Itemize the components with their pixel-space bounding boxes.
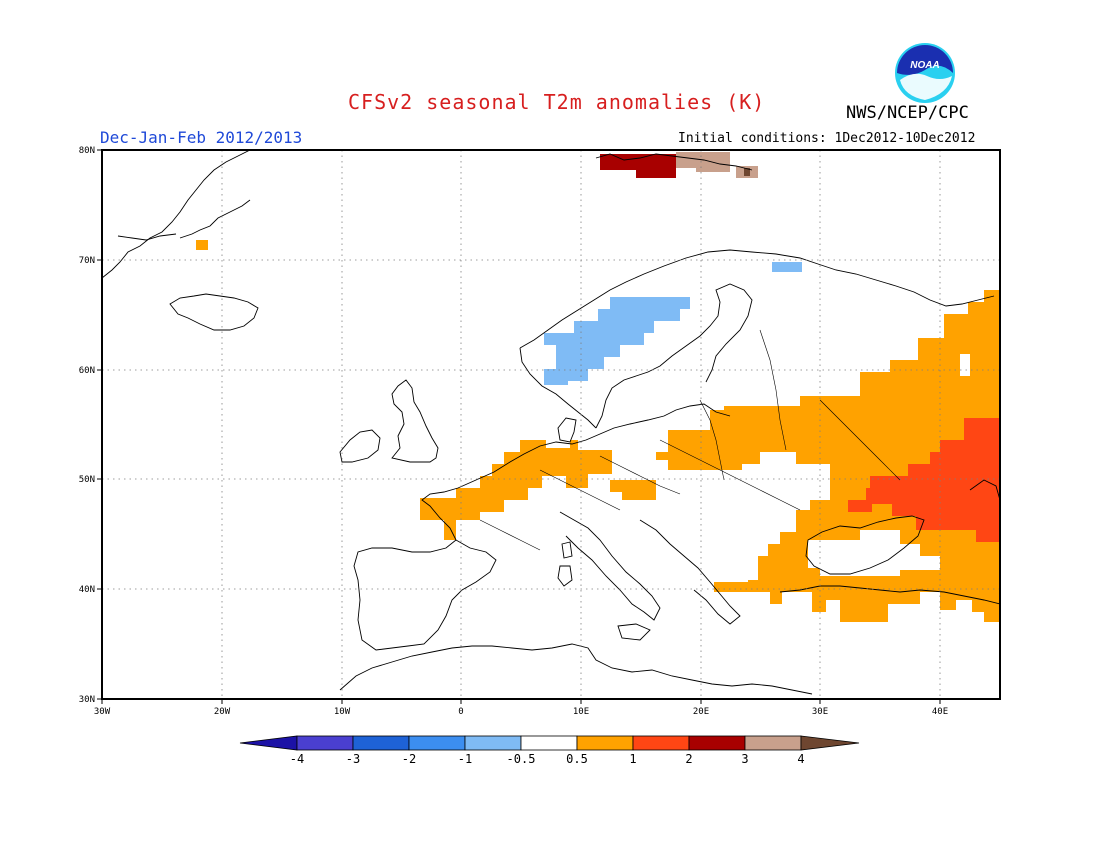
colorbar-label-p05: 0.5 <box>566 752 588 766</box>
colorbar-swatch <box>408 735 466 751</box>
lon-label-10w: 10W <box>334 707 351 717</box>
colorbar-arrow-high <box>800 735 860 751</box>
anomaly-region-greenland-warm <box>196 240 208 250</box>
anomaly-gap-white-3 <box>714 592 748 604</box>
lon-label-40e: 40E <box>932 707 948 717</box>
lon-label-30w: 30W <box>94 707 111 717</box>
colorbar-label-m2: -2 <box>402 752 416 766</box>
coastlines <box>102 150 1000 695</box>
lat-label-40n: 40N <box>79 585 95 595</box>
colorbar-swatch <box>464 735 522 751</box>
anomaly-region-western-europe-warm <box>420 440 612 540</box>
lon-label-0: 0 <box>458 707 463 717</box>
initial-conditions-label: Initial conditions: 1Dec2012-10Dec2012 <box>678 131 976 146</box>
colorbar-swatch <box>632 735 690 751</box>
anomaly-gap-white-2 <box>956 604 970 614</box>
lon-label-10e: 10E <box>573 707 589 717</box>
colorbar-label-m4: -4 <box>290 752 304 766</box>
anomaly-region-central-europe-warm <box>610 480 656 500</box>
colorbar-swatches <box>239 735 860 751</box>
latitude-labels: 80N 70N 60N 50N 40N 30N <box>79 146 95 705</box>
colorbar-arrow-low <box>239 735 298 751</box>
anomaly-gap-black-sea <box>808 530 940 576</box>
colorbar-label-m1: -1 <box>458 752 472 766</box>
colorbar-swatch <box>296 735 354 751</box>
anomaly-region-russia-hot <box>848 418 1000 542</box>
colorbar-labels: -4 -3 -2 -1 -0.5 0.5 1 2 3 4 <box>290 752 805 766</box>
colorbar-swatch <box>576 735 634 751</box>
colorbar-label-m05: -0.5 <box>507 752 536 766</box>
period-label: Dec-Jan-Feb 2012/2013 <box>100 128 303 147</box>
lon-label-20w: 20W <box>214 707 231 717</box>
lat-label-50n: 50N <box>79 475 95 485</box>
anomaly-region-greece-warm <box>714 582 748 592</box>
lat-label-70n: 70N <box>79 256 95 266</box>
colorbar-label-p3: 3 <box>741 752 748 766</box>
map-frame <box>101 149 1001 700</box>
axis-ticks <box>97 149 941 704</box>
colorbar-label-p4: 4 <box>797 752 804 766</box>
colorbar-label-p1: 1 <box>629 752 636 766</box>
lat-label-80n: 80N <box>79 146 95 156</box>
anomaly-region-kola-cold <box>772 262 802 272</box>
anomaly-gap-white-1 <box>960 354 970 376</box>
anomaly-region-svalbard-hot <box>600 154 676 178</box>
anomaly-region-svalbard-tan <box>676 152 730 172</box>
chart-title: CFSv2 seasonal T2m anomalies (K) <box>348 90 766 114</box>
lat-label-60n: 60N <box>79 366 95 376</box>
anomaly-region-scandinavia-cold <box>544 297 690 385</box>
map-gridlines <box>102 150 1000 699</box>
colorbar-swatch <box>744 735 802 751</box>
longitude-labels: 30W 20W 10W 0 10E 20E 30E 40E <box>94 707 948 717</box>
colorbar-swatch <box>688 735 746 751</box>
svg-text:NOAA: NOAA <box>910 60 939 71</box>
colorbar-swatch <box>520 735 578 751</box>
lon-label-20e: 20E <box>693 707 709 717</box>
lon-label-30e: 30E <box>812 707 828 717</box>
anomaly-region-svalbard-brown <box>744 168 750 176</box>
agency-label: NWS/NCEP/CPC <box>846 103 969 123</box>
colorbar-swatch <box>352 735 410 751</box>
lat-label-30n: 30N <box>79 695 95 705</box>
colorbar-label-m3: -3 <box>346 752 360 766</box>
noaa-logo: NOAA <box>895 43 955 103</box>
colorbar-label-p2: 2 <box>685 752 692 766</box>
